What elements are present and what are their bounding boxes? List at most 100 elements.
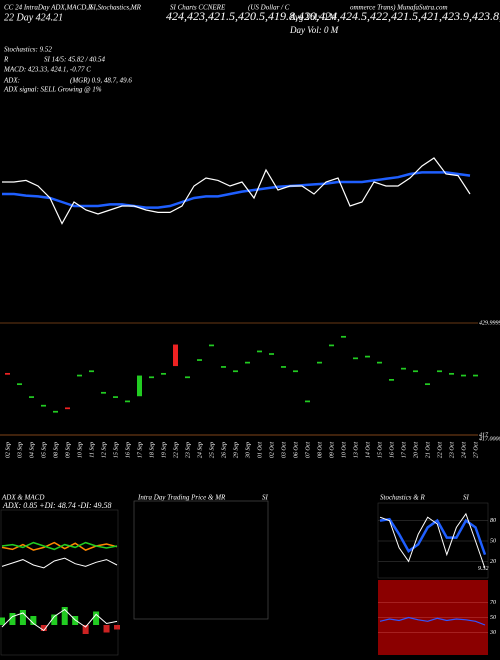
stat: R [3, 56, 9, 64]
x-tick-label: 17 Sep [137, 442, 143, 458]
candle [365, 355, 370, 358]
adx-line [1, 557, 118, 569]
candle [353, 357, 358, 360]
candle [293, 370, 298, 373]
x-tick-label: 03 Oct [281, 442, 287, 458]
x-tick-label: 30 Sep [245, 442, 251, 459]
candle [257, 350, 262, 353]
header: (US Dollar / C [248, 4, 290, 12]
x-tick-label: 06 Oct [293, 442, 299, 458]
price-line [2, 157, 471, 225]
x-tick-label: 04 Sep [28, 442, 35, 458]
x-tick-label: 18 Sep [149, 442, 155, 458]
rsi-tick: 70 [490, 600, 496, 606]
x-tick-label: 23 Sep [185, 442, 191, 458]
panel-text: ADX: 0.85 +DI: 48.74 -DI: 49.58 [2, 501, 112, 510]
x-tick-label: 13 Oct [353, 442, 359, 458]
x-tick-label: 01 Oct [257, 442, 263, 458]
close: 424,423,421.5,420.5,419.8,420,424,424.5,… [166, 9, 500, 23]
candle [401, 367, 406, 370]
stoch-tick: 80 [490, 518, 496, 524]
x-tick-label: 03 Sep [17, 442, 23, 458]
candle [317, 361, 322, 364]
candle [17, 383, 22, 386]
panel-title: ADX & MACD [1, 494, 44, 502]
candle [341, 335, 346, 338]
macd-hist [19, 610, 26, 625]
header: SI Charts CCNERE [170, 4, 226, 12]
stat: ADX signal: SELL Growing @ 1% [3, 86, 102, 94]
x-tick-label: 29 Sep [233, 442, 239, 458]
x-tick-label: 16 Oct [389, 442, 395, 458]
ma-line [2, 171, 471, 209]
y-tick-label: 429.99999 [479, 319, 500, 326]
rsi-line [379, 616, 486, 626]
stoch-tick: 50 [490, 538, 496, 544]
day-vol: Day Vol: 0 M [289, 25, 339, 35]
macd-hist [40, 625, 47, 631]
macd-hist [51, 614, 58, 625]
candle [161, 372, 166, 375]
x-tick-label: 14 Oct [364, 442, 371, 458]
candle [305, 400, 310, 403]
x-tick-label: 23 Oct [449, 442, 455, 458]
candle [65, 407, 70, 410]
candle [101, 391, 106, 394]
x-tick-label: 08 Sep [53, 442, 59, 458]
candle [113, 396, 118, 398]
candle [29, 396, 34, 398]
macd-hist [61, 607, 68, 625]
macd-hist [0, 617, 5, 625]
candle [5, 372, 10, 375]
macd-hist [103, 625, 110, 633]
x-tick-label: 12 Sep [101, 442, 107, 458]
avg-vol: Avg Vol: 0 M [289, 12, 337, 22]
candle [437, 370, 442, 373]
x-tick-label: 16 Sep [125, 442, 131, 458]
candle [89, 370, 94, 373]
candle [425, 383, 430, 386]
candle [413, 370, 418, 373]
x-tick-label: 17 Oct [401, 442, 407, 458]
candle [461, 374, 466, 377]
macd-hist [114, 625, 120, 630]
panel-frame [0, 509, 119, 656]
candle [185, 376, 190, 379]
candle [377, 361, 382, 364]
macd-line [1, 608, 118, 632]
x-tick-label: 09 Sep [65, 442, 71, 458]
intraday-box [133, 500, 269, 620]
x-tick-label: 24 Oct [460, 442, 467, 458]
candle [473, 374, 478, 377]
x-tick-label: 02 Sep [5, 442, 11, 458]
header: ommerce Trans) MunafaSutra.com [350, 4, 448, 12]
x-tick-label: 09 Oct [329, 442, 335, 458]
x-tick-label: 15 Oct [377, 442, 383, 458]
macd-hist [9, 613, 16, 625]
panel-title: SI [262, 494, 269, 502]
x-tick-label: 05 Sep [41, 442, 47, 458]
x-tick-label: 19 Sep [161, 442, 167, 458]
x-tick-label: 15 Sep [113, 442, 119, 458]
panel-title: Stochastics & R [380, 494, 425, 502]
rsi-tick: 50 [490, 615, 496, 621]
candle [41, 404, 46, 407]
stat: Stochastics: 9.52 [4, 46, 52, 54]
macd-hist [93, 611, 100, 625]
stoch-d [379, 517, 487, 556]
candle [137, 375, 142, 397]
candle [329, 344, 334, 347]
candle [197, 359, 202, 361]
x-tick-label: 07 Oct [305, 442, 311, 458]
candle [173, 344, 178, 367]
candle [209, 344, 214, 347]
stoch-k [379, 512, 486, 569]
header: CC 24 IntraDay ADX,MACD,R [4, 4, 93, 12]
candle [149, 376, 154, 379]
x-tick-label: 24 Sep [196, 442, 203, 458]
stat: ADX: [3, 77, 20, 85]
x-tick-label: 22 Sep [173, 442, 179, 458]
macd-hist [82, 625, 89, 634]
x-tick-label: 11 Sep [89, 442, 95, 458]
